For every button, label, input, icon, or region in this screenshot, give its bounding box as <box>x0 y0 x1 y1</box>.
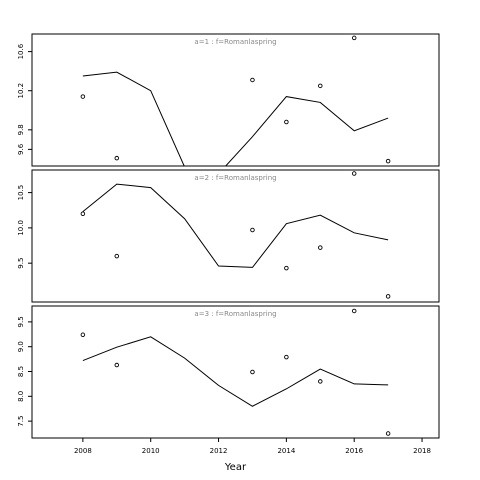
observed-point-1 <box>351 35 357 41</box>
observed-point-3 <box>80 332 86 338</box>
ytick-label-3: 8.5 <box>17 366 25 377</box>
panel-frame-3 <box>31 305 440 439</box>
observed-point-3 <box>351 308 357 314</box>
xtick-label: 2012 <box>210 447 228 455</box>
observed-point-2 <box>351 171 357 176</box>
ytick-label-3: 9.0 <box>17 341 25 352</box>
ytick-label-3: 7.5 <box>17 416 25 427</box>
xtick-label: 2010 <box>142 447 160 455</box>
fitted-line-1 <box>82 71 389 166</box>
ytick-label-2: 10.0 <box>17 220 25 236</box>
observed-point-3 <box>114 362 120 368</box>
ytick-label-1: 9.8 <box>17 124 25 135</box>
ytick-label-1: 9.6 <box>17 143 25 155</box>
observed-point-1 <box>250 77 255 83</box>
observed-point-2 <box>385 294 391 299</box>
xtick-label: 2014 <box>277 447 295 455</box>
observed-point-1 <box>80 94 86 99</box>
observed-point-2 <box>284 265 289 271</box>
ytick-label-3: 8.0 <box>17 391 25 402</box>
ytick-label-3: 9.5 <box>17 316 25 327</box>
observed-point-1 <box>385 158 391 164</box>
observed-point-1 <box>318 83 323 89</box>
panel-label-1: a=1 : f=Romanlaspring <box>194 38 276 46</box>
xtick-label: 2016 <box>345 447 363 455</box>
observed-point-2 <box>80 211 86 217</box>
xtick-label: 2018 <box>413 447 431 455</box>
x-axis-title: Year <box>224 462 247 473</box>
panel-label-3: a=3 : f=Romanlaspring <box>194 310 276 318</box>
ytick-label-2: 10.5 <box>17 185 25 201</box>
ytick-label-2: 9.5 <box>17 258 25 269</box>
ytick-label-1: 10.2 <box>17 83 25 99</box>
panel-label-2: a=2 : f=Romanlaspring <box>194 174 276 182</box>
fitted-line-3 <box>82 336 389 407</box>
observed-point-2 <box>114 253 120 259</box>
ytick-label-1: 10.6 <box>17 43 25 59</box>
observed-point-1 <box>284 119 289 125</box>
observed-point-3 <box>284 354 289 360</box>
observed-point-1 <box>114 155 120 161</box>
observed-point-3 <box>318 379 323 384</box>
observed-point-2 <box>318 245 323 250</box>
observed-point-3 <box>250 369 255 375</box>
xtick-label: 2008 <box>74 447 92 455</box>
observed-point-3 <box>385 431 391 436</box>
fitted-line-2 <box>82 183 389 268</box>
panel-frame-2 <box>31 169 440 303</box>
panel-frame-1 <box>31 33 440 167</box>
observed-point-2 <box>250 227 255 233</box>
